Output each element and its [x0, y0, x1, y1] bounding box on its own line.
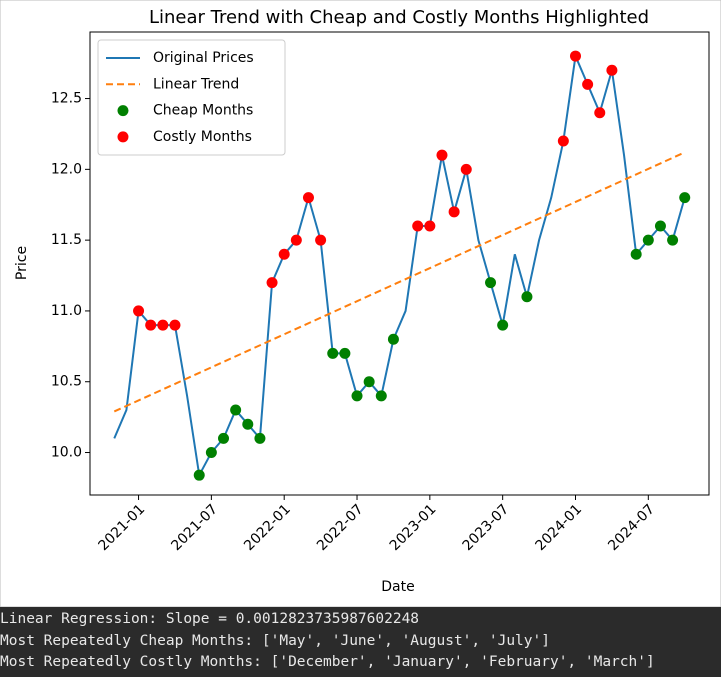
point [339, 347, 351, 359]
point [606, 64, 618, 76]
legend-box [97, 39, 286, 156]
console-line: Most Repeatedly Costly Months: ['Decembe… [0, 654, 655, 670]
point [242, 418, 254, 430]
y-tick-label: 12.5 [51, 91, 82, 107]
legend-label: Original Prices [153, 50, 254, 66]
point [315, 234, 327, 246]
y-axis-label: Price [14, 246, 30, 280]
chart-title: Linear Trend with Cheap and Costly Month… [149, 7, 649, 28]
y-tick-label: 11.0 [51, 303, 82, 319]
point [205, 447, 217, 459]
point [594, 107, 606, 119]
legend-label: Linear Trend [153, 76, 239, 92]
point [363, 376, 375, 388]
plot-area [89, 31, 710, 496]
point [630, 248, 642, 260]
point [327, 347, 339, 359]
point [412, 220, 424, 232]
point [278, 248, 290, 260]
point [485, 277, 497, 289]
point [387, 333, 399, 345]
y-tick-label: 10.5 [51, 374, 82, 390]
point [302, 192, 314, 204]
point [145, 319, 157, 331]
point [667, 234, 679, 246]
point [497, 319, 509, 331]
point [230, 404, 242, 416]
legend-label: Costly Months [153, 129, 252, 145]
point [169, 319, 181, 331]
console-line: Most Repeatedly Cheap Months: ['May', 'J… [0, 632, 550, 649]
legend-marker [117, 131, 129, 143]
legend-marker [117, 105, 129, 117]
point [266, 277, 278, 289]
point [582, 78, 594, 90]
point [351, 390, 363, 402]
point [569, 50, 581, 62]
point [424, 220, 436, 232]
point [460, 163, 472, 175]
y-tick-label: 11.5 [51, 232, 82, 248]
point [193, 469, 205, 481]
point [436, 149, 448, 161]
chart: Linear Trend with Cheap and Costly Month… [0, 0, 721, 607]
console-output: Linear Regression: Slope = 0.00128237359… [0, 607, 721, 677]
point [521, 291, 533, 303]
trend-line [113, 151, 686, 413]
point [254, 432, 266, 444]
point [218, 432, 230, 444]
legend-label: Cheap Months [153, 103, 253, 119]
point [375, 390, 387, 402]
x-axis-label: Date [381, 579, 414, 595]
point [157, 319, 169, 331]
point [557, 135, 569, 147]
y-tick-label: 10.0 [51, 445, 82, 461]
console-line: Linear Regression: Slope = 0.00128237359… [0, 611, 420, 627]
y-tick-label: 12.0 [51, 161, 82, 177]
point [642, 234, 654, 246]
point [448, 206, 460, 218]
point [290, 234, 302, 246]
point [679, 192, 691, 204]
point [654, 220, 666, 232]
point [133, 305, 145, 317]
